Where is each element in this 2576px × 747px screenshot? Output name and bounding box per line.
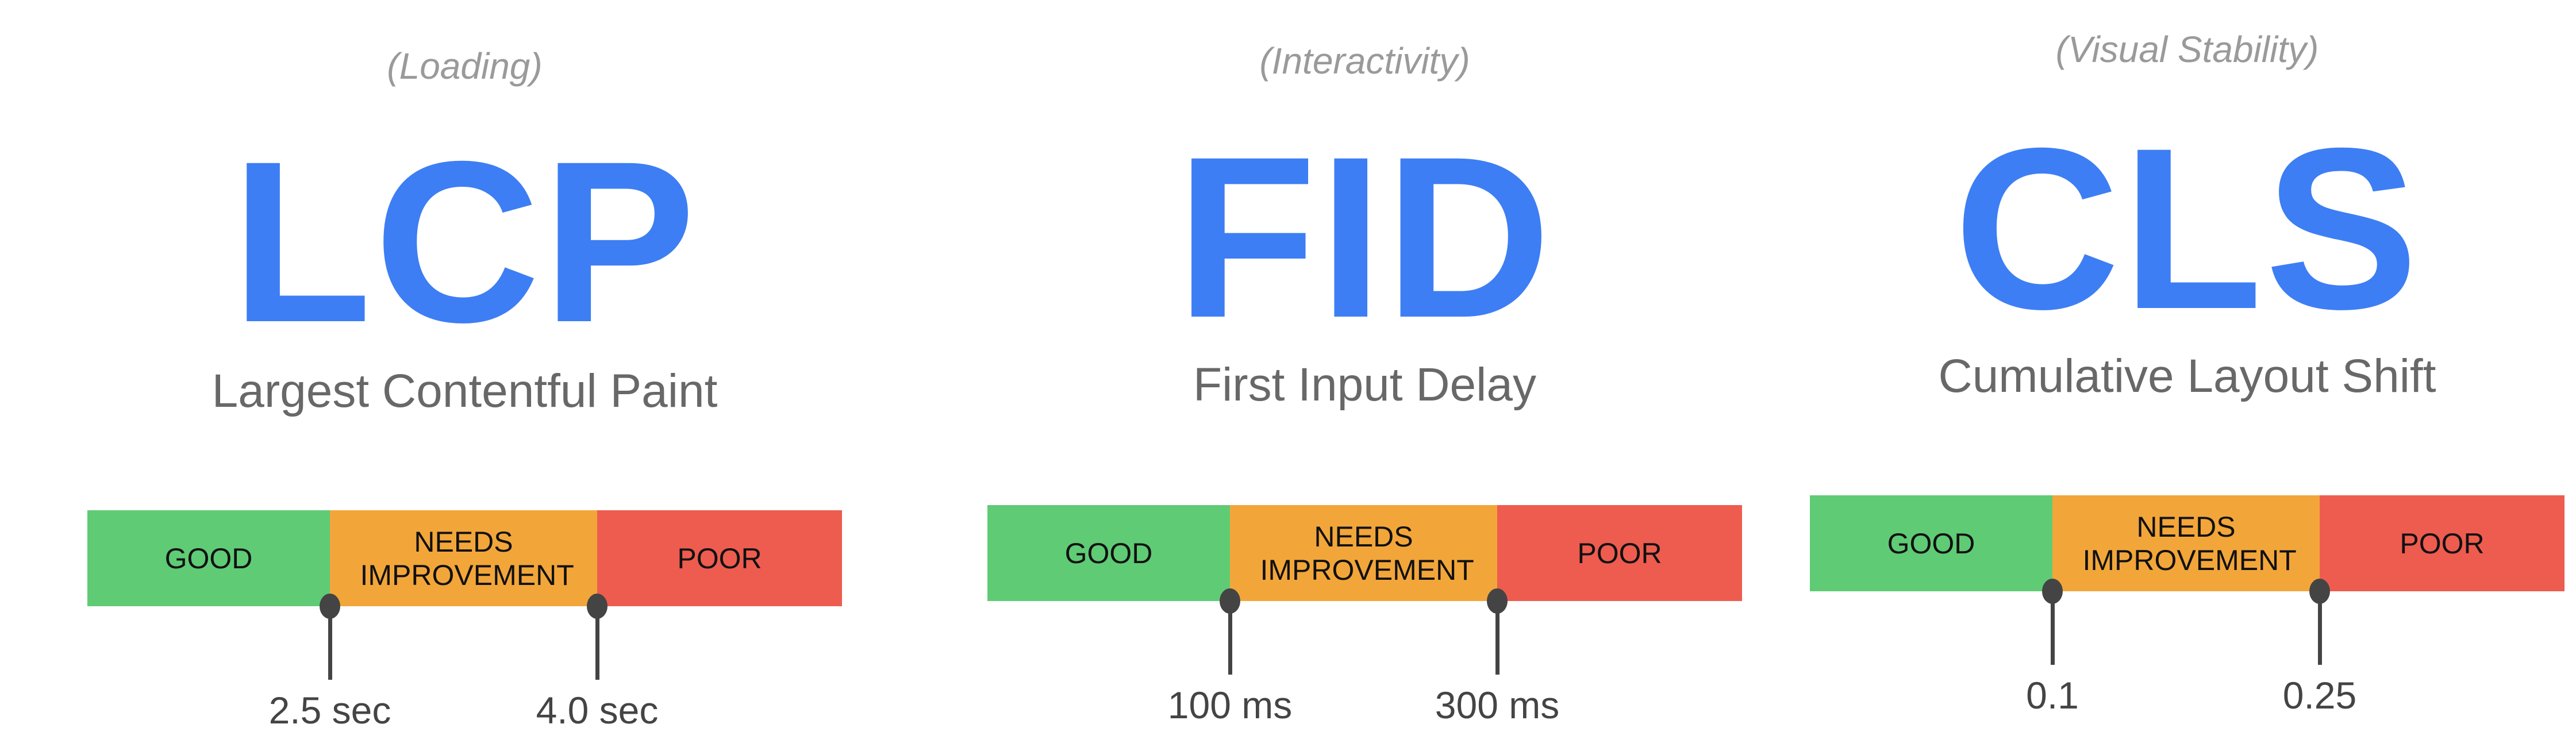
marker-line <box>2051 596 2055 665</box>
threshold-label-poor: 0.25 <box>2282 674 2357 717</box>
segment-poor: POOR <box>2320 495 2565 591</box>
marker-line <box>595 611 599 680</box>
metric-category: (Loading) <box>387 45 543 87</box>
threshold-label-poor: 4.0 sec <box>536 689 659 731</box>
threshold-label-good: 2.5 sec <box>268 689 391 731</box>
metric-full-name: Cumulative Layout Shift <box>1938 350 2436 402</box>
segment-good: GOOD <box>987 505 1230 601</box>
segment-poor: POOR <box>597 510 842 606</box>
segment-needs-label: NEEDS IMPROVEMENT <box>1260 520 1474 586</box>
marker-dot <box>2042 579 2063 604</box>
segment-needs-label: NEEDS IMPROVEMENT <box>360 525 574 591</box>
metric-panel-cls: (Visual Stability) CLS Cumulative Layout… <box>1810 0 2565 747</box>
metric-category: (Visual Stability) <box>2055 29 2319 70</box>
marker-dot <box>1487 588 1508 614</box>
segment-needs-label: NEEDS IMPROVEMENT <box>2082 510 2297 576</box>
metric-acronym: LCP <box>231 113 698 370</box>
marker-dot <box>1220 588 1240 614</box>
metric-full-name: Largest Contentful Paint <box>212 365 718 417</box>
threshold-label-good: 100 ms <box>1167 684 1293 726</box>
marker-dot <box>587 594 608 619</box>
threshold-bar: GOOD NEEDS IMPROVEMENT POOR <box>87 510 842 606</box>
segment-good: GOOD <box>1810 495 2052 591</box>
segment-poor: POOR <box>1497 505 1742 601</box>
metric-acronym: FID <box>1176 109 1554 365</box>
segment-good: GOOD <box>87 510 330 606</box>
segment-needs-improvement: NEEDS IMPROVEMENT <box>330 510 597 606</box>
threshold-bar: GOOD NEEDS IMPROVEMENT POOR <box>1810 495 2565 591</box>
threshold-label-poor: 300 ms <box>1435 684 1560 726</box>
metric-panel-lcp: (Loading) LCP Largest Contentful Paint G… <box>87 0 842 747</box>
marker-line <box>2318 596 2322 665</box>
threshold-label-good: 0.1 <box>2026 674 2079 717</box>
segment-needs-improvement: NEEDS IMPROVEMENT <box>2052 495 2320 591</box>
marker-dot <box>320 594 340 619</box>
marker-dot <box>2309 579 2330 604</box>
threshold-bar: GOOD NEEDS IMPROVEMENT POOR <box>987 505 1742 601</box>
marker-line <box>1228 606 1232 675</box>
metric-acronym: CLS <box>1954 100 2421 357</box>
metric-panel-fid: (Interactivity) FID First Input Delay GO… <box>987 0 1742 747</box>
metric-full-name: First Input Delay <box>1193 359 1536 411</box>
marker-line <box>1495 606 1500 675</box>
metric-category: (Interactivity) <box>1259 40 1470 82</box>
marker-line <box>328 611 332 680</box>
segment-needs-improvement: NEEDS IMPROVEMENT <box>1230 505 1497 601</box>
